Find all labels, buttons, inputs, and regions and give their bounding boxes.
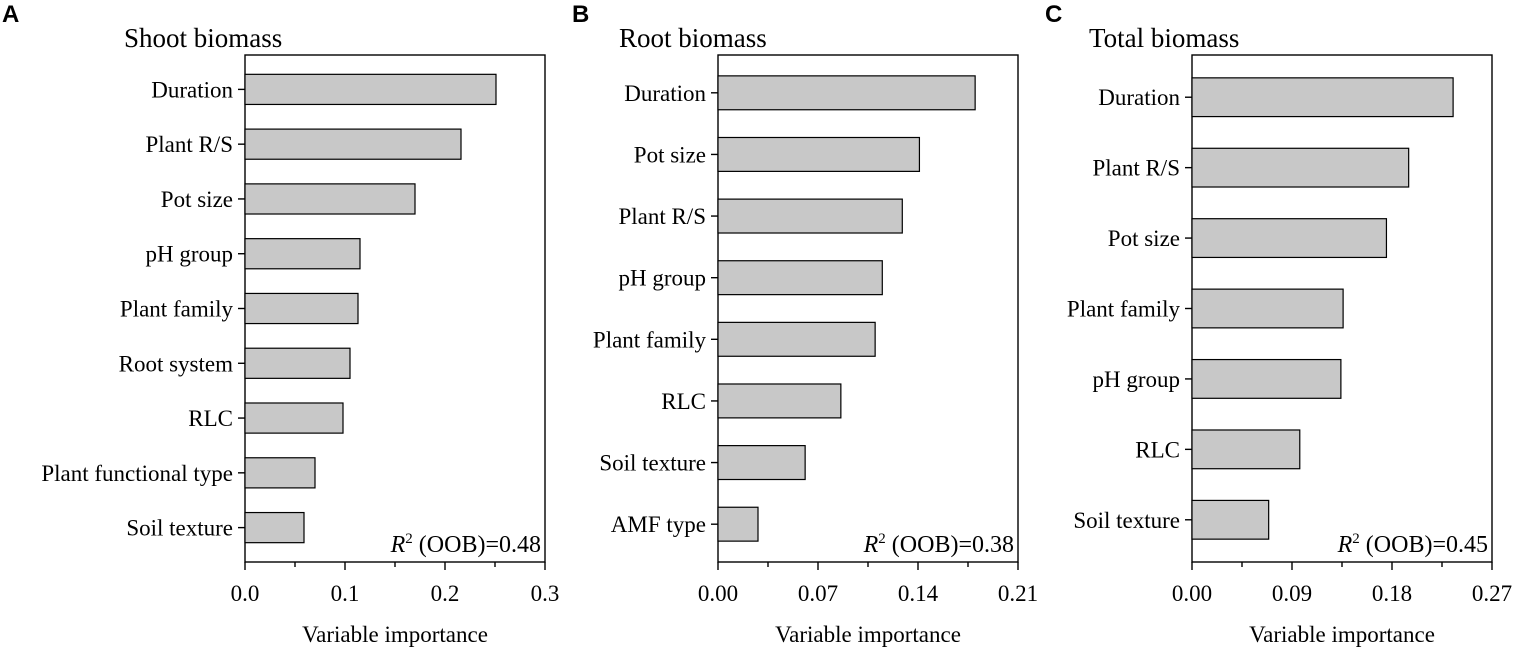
r2-superscript: 2 (1352, 531, 1360, 547)
bar-3 (717, 260, 883, 296)
bar-4 (717, 321, 876, 357)
r2-superscript: 2 (878, 531, 886, 547)
bar-3 (1191, 288, 1344, 329)
x-tick-label: 0.0 (231, 581, 260, 606)
chart-panel-c: C Total biomass Duration Plant R/S Pot size P… (1045, 1, 1512, 647)
x-tick-label: 0.00 (1172, 581, 1212, 606)
category-label: Pot size (1108, 226, 1180, 251)
category-label: Plant functional type (41, 461, 233, 486)
r2-annotation: R2 (OOB)=0.45 (1337, 531, 1488, 558)
bar-1 (244, 128, 462, 160)
x-axis-title: Variable importance (302, 622, 488, 647)
r2-value: (OOB)=0.48 (413, 532, 541, 558)
bar-0 (1191, 77, 1454, 118)
bar-7 (244, 457, 316, 489)
r2-value: (OOB)=0.38 (886, 532, 1014, 558)
x-tick-label: 0.00 (698, 581, 738, 606)
x-tick-label: 0.09 (1272, 581, 1312, 606)
r2-symbol: R (1337, 532, 1353, 558)
category-label: RLC (188, 406, 233, 431)
bar-5 (1191, 429, 1301, 470)
bar-4 (244, 292, 359, 325)
r2-superscript: 2 (405, 531, 413, 547)
chart-title: Shoot biomass (124, 23, 282, 53)
r2-symbol: R (390, 532, 406, 558)
bar-0 (244, 73, 497, 106)
category-label: Plant R/S (618, 204, 706, 229)
x-tick-label: 0.07 (798, 581, 838, 606)
category-label: RLC (661, 389, 706, 414)
r2-symbol: R (863, 532, 879, 558)
category-label: Soil texture (599, 451, 706, 476)
bar-6 (717, 445, 806, 481)
bar-1 (717, 136, 921, 172)
panel-letter: C (1045, 1, 1062, 28)
category-label: Plant R/S (145, 132, 233, 157)
bar-7 (717, 506, 759, 542)
bar-8 (244, 511, 305, 544)
category-label: Duration (624, 81, 706, 106)
chart-panel-b: B Root biomass Duration Pot size Plant R/S pH… (572, 1, 1038, 647)
bar-2 (1191, 218, 1388, 259)
bar-0 (717, 75, 976, 111)
bar-5 (244, 347, 351, 379)
category-label: Plant family (1067, 297, 1181, 322)
category-label: Root system (119, 351, 233, 376)
x-tick-label: 0.27 (1472, 581, 1512, 606)
category-label: pH group (145, 242, 233, 267)
r2-value: (OOB)=0.45 (1360, 532, 1488, 558)
bar-5 (717, 383, 842, 419)
category-label: Plant R/S (1092, 156, 1180, 181)
category-label: Soil texture (126, 516, 233, 541)
chart-title: Root biomass (619, 23, 767, 53)
x-axis-title: Variable importance (1249, 622, 1435, 647)
chart-title: Total biomass (1089, 23, 1239, 53)
category-label: Pot size (161, 187, 233, 212)
x-tick-label: 0.18 (1372, 581, 1412, 606)
r2-annotation: R2 (OOB)=0.48 (390, 531, 541, 558)
x-tick-label: 0.1 (331, 581, 360, 606)
x-axis-title: Variable importance (775, 622, 961, 647)
bar-6 (1191, 499, 1270, 540)
x-tick-label: 0.3 (531, 581, 560, 606)
category-label: pH group (618, 266, 706, 291)
plot-frame (717, 54, 1019, 563)
bar-2 (244, 183, 416, 215)
panel-letter: B (572, 1, 589, 28)
category-label: Duration (1098, 85, 1180, 110)
bar-3 (244, 238, 361, 270)
x-tick-label: 0.14 (898, 581, 939, 606)
bar-2 (717, 198, 903, 234)
category-label: Plant family (593, 327, 707, 352)
x-tick-label: 0.2 (431, 581, 460, 606)
category-label: Duration (151, 77, 233, 102)
category-label: AMF type (611, 512, 706, 537)
category-label: Soil texture (1073, 508, 1180, 533)
r2-annotation: R2 (OOB)=0.38 (863, 531, 1014, 558)
category-label: Pot size (634, 142, 706, 167)
category-label: RLC (1135, 437, 1180, 462)
chart-panel-a: A Shoot biomass Duration Plant R/S Pot size p… (2, 1, 559, 647)
bar-6 (244, 402, 344, 434)
category-label: Plant family (120, 297, 234, 322)
bar-4 (1191, 358, 1342, 399)
x-tick-label: 0.21 (998, 581, 1038, 606)
bar-1 (1191, 147, 1410, 188)
category-label: pH group (1092, 367, 1180, 392)
panel-letter: A (2, 1, 19, 28)
